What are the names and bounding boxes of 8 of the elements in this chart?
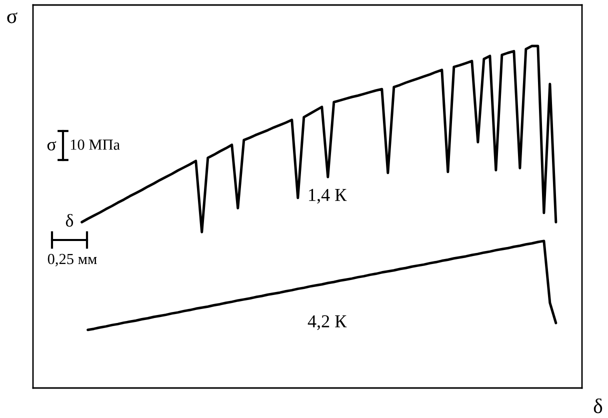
- text: δ: [66, 214, 74, 227]
- annotation: 0,25 мм: [48, 254, 97, 266]
- y-axis-title: σ: [7, 12, 18, 24]
- annotation: 10 МПа: [70, 140, 120, 150]
- text: σ: [47, 141, 56, 151]
- x-axis-title: δ: [594, 398, 602, 414]
- series-label: 1,4 К: [309, 188, 347, 204]
- series-label: 4,2 К: [308, 315, 347, 330]
